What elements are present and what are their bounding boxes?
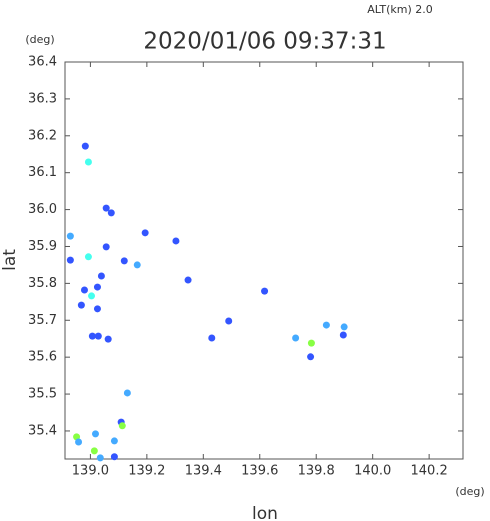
x-unit: (deg)	[455, 485, 484, 498]
echo-point	[292, 334, 300, 342]
echo-point	[123, 389, 131, 397]
echo-point	[93, 305, 101, 313]
y-unit: (deg)	[25, 33, 54, 46]
echo-point	[184, 276, 192, 284]
echo-point	[141, 229, 149, 237]
x-tick-label: 139.2	[128, 464, 165, 479]
echo-point	[88, 292, 96, 300]
y-tick-label: 35.8	[28, 276, 57, 291]
echo-point	[133, 261, 141, 269]
y-tick-label: 36.4	[28, 55, 57, 70]
echo-point	[80, 286, 88, 294]
x-tick-label: 140.0	[354, 464, 391, 479]
echo-point	[322, 321, 330, 329]
echo-point	[110, 453, 118, 461]
y-tick-label: 35.4	[28, 423, 57, 438]
echo-point	[208, 334, 216, 342]
echo-point	[261, 287, 269, 295]
echo-point	[307, 339, 315, 347]
echo-point	[97, 272, 105, 280]
echo-point	[94, 332, 102, 340]
echo-point	[66, 232, 74, 240]
echo-point	[96, 454, 104, 462]
x-tick-label: 139.0	[72, 464, 109, 479]
y-axis-label: lat	[0, 249, 20, 271]
x-tick-label: 139.4	[185, 464, 222, 479]
plot-frame	[64, 61, 464, 460]
echo-point	[66, 256, 74, 264]
chart-subtitle: ALT(km) 2.0	[367, 3, 433, 16]
y-tick-label: 35.5	[28, 387, 57, 402]
echo-point	[307, 353, 315, 361]
echo-point	[77, 301, 85, 309]
echo-point	[93, 283, 101, 291]
echo-point	[75, 438, 83, 446]
x-tick-label: 139.6	[241, 464, 278, 479]
echo-point	[102, 243, 110, 251]
echo-point	[340, 323, 348, 331]
y-tick-label: 36.1	[28, 165, 57, 180]
y-tick-label: 35.9	[28, 239, 57, 254]
echo-point	[91, 430, 99, 438]
echo-point	[104, 335, 112, 343]
echo-point	[81, 142, 89, 150]
x-axis-label: lon	[252, 504, 278, 521]
echo-point	[102, 204, 110, 212]
y-tick-label: 35.6	[28, 350, 57, 365]
chart-title: 2020/01/06 09:37:31	[143, 29, 386, 55]
echo-point	[90, 447, 98, 455]
echo-point	[84, 158, 92, 166]
echo-point	[339, 331, 347, 339]
echo-point	[172, 237, 180, 245]
echo-point	[110, 437, 118, 445]
y-tick-label: 36.2	[28, 128, 57, 143]
echo-point	[107, 209, 115, 217]
echo-point	[225, 317, 233, 325]
echo-point	[118, 422, 126, 430]
x-tick-label: 140.2	[411, 464, 448, 479]
echo-point	[84, 253, 92, 261]
y-tick-label: 36.3	[28, 91, 57, 106]
echo-point	[88, 332, 96, 340]
y-tick-label: 35.7	[28, 313, 57, 328]
y-tick-label: 36.0	[28, 202, 57, 217]
echo-point	[120, 257, 128, 265]
x-tick-label: 139.8	[298, 464, 335, 479]
